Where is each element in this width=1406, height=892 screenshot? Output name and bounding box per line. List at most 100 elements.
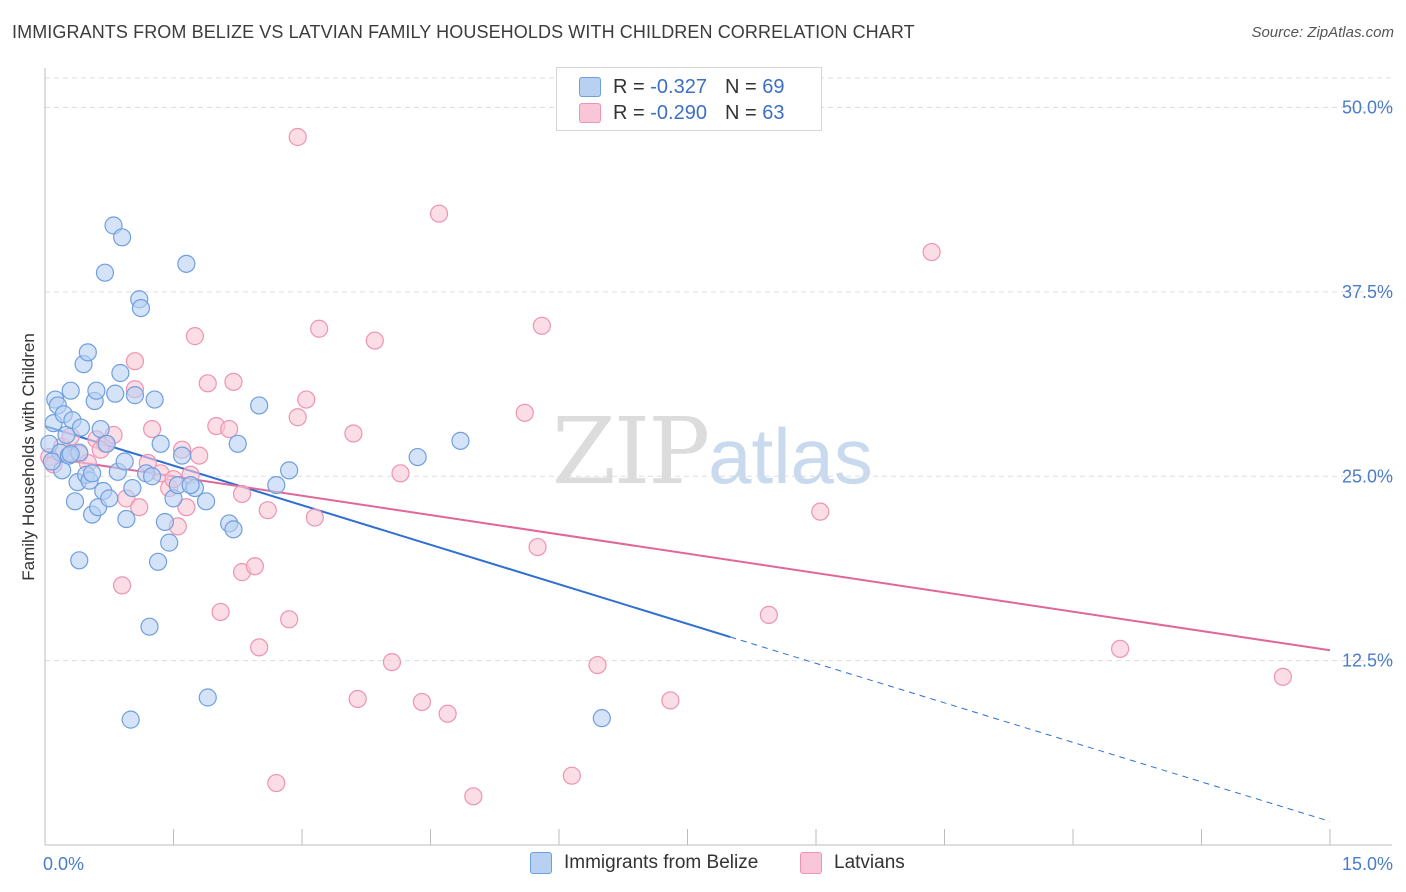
latvian-point xyxy=(344,424,363,443)
belize-point xyxy=(451,431,470,450)
latvian-point xyxy=(391,464,410,483)
latvian-point xyxy=(112,576,132,595)
latvian-point xyxy=(429,204,449,223)
latvian-point xyxy=(198,374,217,393)
latvian-point xyxy=(245,557,264,576)
legend-label: Latvians xyxy=(834,852,905,873)
belize-point xyxy=(131,299,151,318)
belize-point xyxy=(224,520,243,539)
belize-point xyxy=(145,390,164,409)
latvian-point xyxy=(438,704,457,723)
latvian-point xyxy=(258,501,277,520)
axes xyxy=(44,68,1392,846)
latvian-point xyxy=(305,508,324,527)
belize-point xyxy=(196,492,216,511)
belize-point xyxy=(121,710,140,729)
belize-point xyxy=(83,464,102,483)
latvian-point xyxy=(288,127,307,147)
latvian-point xyxy=(142,419,162,439)
belize-swatch xyxy=(530,852,552,874)
latvian-point xyxy=(224,372,243,391)
latvian-point xyxy=(412,692,432,712)
belize-point xyxy=(115,452,134,471)
latvian-point xyxy=(190,446,209,465)
belize-point xyxy=(117,509,136,529)
latvian-point xyxy=(528,537,547,557)
r-label: R = xyxy=(613,75,645,98)
legend-item-belize[interactable]: Immigrants from Belize xyxy=(530,852,758,874)
latvian-point xyxy=(588,655,607,675)
latvian-point xyxy=(348,689,367,709)
legend-label: Immigrants from Belize xyxy=(564,852,759,873)
data-points xyxy=(40,127,1292,806)
belize-point xyxy=(125,386,145,405)
belize-point xyxy=(70,551,89,570)
stats-row-belize: R = -0.327 N = 69 xyxy=(579,74,784,100)
latvian-point xyxy=(185,327,205,346)
belize-point xyxy=(95,263,115,282)
belize-point xyxy=(42,452,61,471)
belize-point xyxy=(106,384,125,403)
latvian-point xyxy=(532,316,551,335)
belize-point xyxy=(250,396,269,415)
belize-point xyxy=(111,363,130,383)
trend-lines xyxy=(44,425,1331,822)
latvian-point xyxy=(267,773,286,793)
series-legend: Immigrants from Belize Latvians xyxy=(0,852,1406,878)
y-axis-label: Family Households with Children xyxy=(19,333,38,581)
belize-point xyxy=(181,476,200,495)
latvian-point xyxy=(1273,667,1292,686)
belize-point xyxy=(198,688,217,707)
n-label: N = xyxy=(724,75,757,98)
belize-point xyxy=(142,467,162,486)
y-tick-label: 12.5% xyxy=(1342,651,1393,671)
latvian-point xyxy=(280,610,299,629)
latvian-point xyxy=(759,605,778,625)
latvian-point xyxy=(382,652,402,672)
belize-trend-extension xyxy=(730,636,1331,822)
source-label: Source: ZipAtlas.com xyxy=(1251,24,1394,41)
r-value: -0.290 xyxy=(650,101,707,124)
watermark: ZIPatlas xyxy=(552,398,873,505)
latvian-point xyxy=(297,390,316,409)
tick-labels: 12.5% 25.0% 37.5% 50.0% 0.0% 15.0% xyxy=(43,98,1393,875)
latvian-point xyxy=(250,638,269,657)
latvian-point xyxy=(211,602,230,622)
latvian-point xyxy=(661,691,680,710)
belize-trend-line xyxy=(44,425,731,638)
watermark-zip: ZIP xyxy=(552,398,710,505)
belize-swatch xyxy=(579,77,601,97)
belize-point xyxy=(408,447,427,467)
belize-point xyxy=(151,434,170,453)
belize-point xyxy=(140,617,159,636)
latvian-point xyxy=(562,766,581,785)
latvian-point xyxy=(811,502,830,521)
latvian-point xyxy=(177,498,196,517)
chart-title: IMMIGRANTS FROM BELIZE VS LATVIAN FAMILY… xyxy=(12,22,915,42)
belize-point xyxy=(592,709,611,728)
belize-point xyxy=(100,489,119,508)
latvian-point xyxy=(288,408,307,427)
latvian-point xyxy=(220,419,239,439)
belize-point xyxy=(148,552,168,571)
belize-point xyxy=(61,381,80,400)
stats-row-latvians: R = -0.290 N = 63 xyxy=(579,100,784,126)
latvian-point xyxy=(922,242,941,262)
belize-point xyxy=(228,434,247,453)
latvian-point xyxy=(515,403,534,422)
latvian-point xyxy=(365,331,384,350)
belize-point xyxy=(177,254,196,273)
x-tick-label: 15.0% xyxy=(1342,854,1393,874)
latvian-point xyxy=(130,498,149,517)
latvian-trend-line xyxy=(44,456,1331,652)
belize-point xyxy=(71,418,91,437)
n-value: 69 xyxy=(762,75,785,98)
legend-item-latvians[interactable]: Latvians xyxy=(800,852,905,874)
belize-point xyxy=(160,533,179,552)
latvian-point xyxy=(232,484,252,504)
y-tick-label: 50.0% xyxy=(1342,98,1393,118)
latvians-swatch xyxy=(800,852,822,874)
latvian-point xyxy=(1111,639,1130,658)
belize-point xyxy=(112,228,132,247)
